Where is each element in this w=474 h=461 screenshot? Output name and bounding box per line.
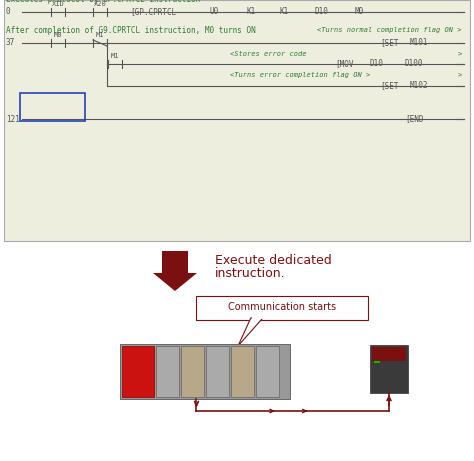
Text: <Turns error completion flag ON >: <Turns error completion flag ON > [230, 72, 370, 78]
Text: K1: K1 [280, 7, 289, 17]
Text: X20: X20 [94, 1, 106, 7]
Bar [20, 93, 85, 121]
Text: 37: 37 [6, 39, 15, 47]
Text: M101: M101 [410, 39, 428, 47]
Text: M0: M0 [54, 32, 62, 38]
Text: U0: U0 [210, 7, 219, 17]
Text: 0: 0 [6, 7, 10, 17]
Text: M1: M1 [111, 53, 119, 59]
Bar [4, 0, 470, 241]
Bar [374, 361, 380, 363]
Polygon shape [153, 251, 197, 291]
Text: Communication starts: Communication starts [228, 302, 336, 312]
Text: [MOV: [MOV [335, 59, 354, 69]
Bar [370, 345, 408, 393]
Text: >: > [458, 72, 462, 78]
Text: instruction.: instruction. [215, 267, 286, 280]
Bar [122, 346, 154, 397]
Polygon shape [238, 318, 263, 346]
Text: K1: K1 [247, 7, 256, 17]
Text: Execute dedicated: Execute dedicated [215, 254, 332, 267]
Text: X1D: X1D [52, 1, 64, 7]
FancyBboxPatch shape [196, 296, 368, 320]
Text: Executes protocol by GP.CPRTCL instruction: Executes protocol by GP.CPRTCL instructi… [6, 0, 200, 4]
Text: D10: D10 [315, 7, 329, 17]
Text: D10: D10 [370, 59, 384, 69]
Text: [END: [END [405, 114, 423, 124]
Text: <Turns normal completion flag ON >: <Turns normal completion flag ON > [318, 27, 462, 33]
Bar [120, 344, 290, 399]
Text: [GP.CPRTCL: [GP.CPRTCL [130, 7, 176, 17]
Text: M1: M1 [96, 32, 104, 38]
Text: [SET: [SET [380, 82, 399, 90]
Text: D100: D100 [405, 59, 423, 69]
Bar [156, 346, 179, 397]
Bar [252, 316, 263, 319]
Text: After completion of G9.CPRTCL instruction, M0 turns ON: After completion of G9.CPRTCL instructio… [6, 26, 256, 35]
Bar [372, 347, 406, 361]
Bar [256, 346, 279, 397]
Text: M0: M0 [355, 7, 364, 17]
Text: >: > [458, 51, 462, 57]
Text: M102: M102 [410, 82, 428, 90]
Text: [SET: [SET [380, 39, 399, 47]
Bar [231, 346, 254, 397]
Text: <Stores error code: <Stores error code [230, 51, 307, 57]
Bar [181, 346, 204, 397]
Bar [206, 346, 229, 397]
Text: 121: 121 [6, 114, 20, 124]
